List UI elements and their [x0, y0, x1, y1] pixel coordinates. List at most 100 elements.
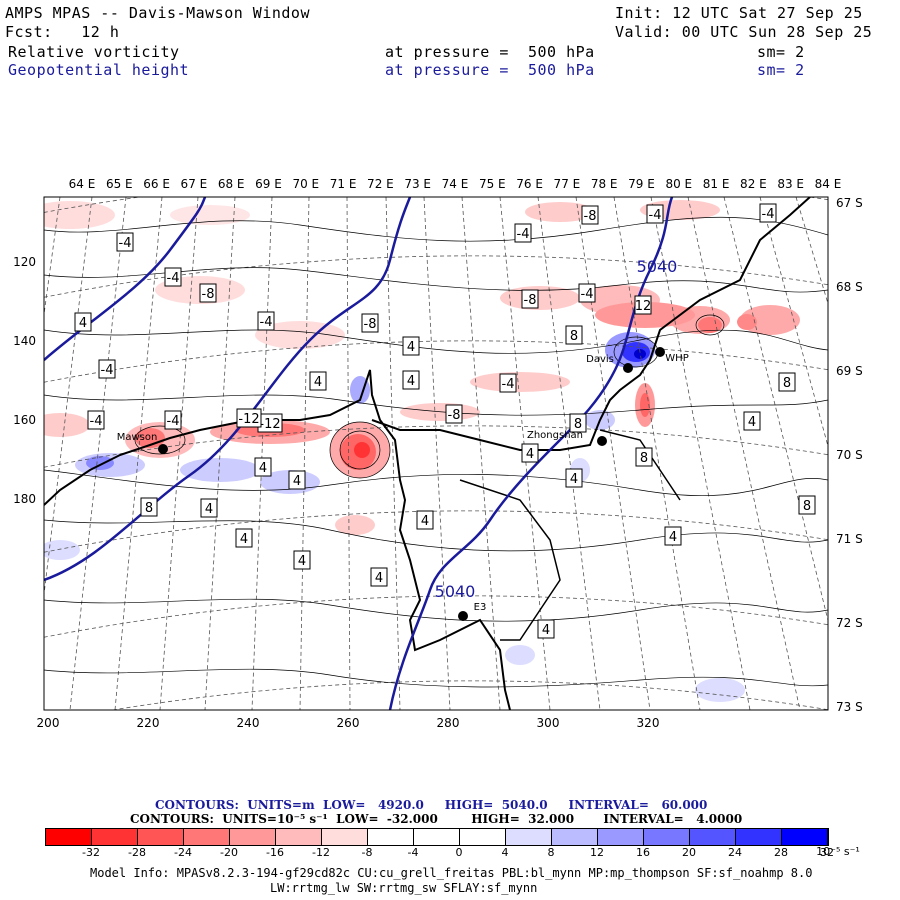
longitude-label: 76 E	[516, 177, 543, 191]
svg-text:4: 4	[407, 374, 415, 389]
vorticity-contour-label: 4	[74, 312, 92, 332]
svg-text:-4: -4	[101, 363, 114, 378]
vorticity-contour-label: 4	[664, 526, 682, 546]
vorticity-contour-label: 8	[569, 413, 587, 433]
colorbar-tick-label: 24	[728, 846, 742, 859]
field2-level: at pressure = 500 hPa	[385, 61, 595, 79]
vorticity-contour-label: 4	[288, 470, 306, 490]
y-tick-label: 180	[13, 492, 36, 506]
station-whp: WHP	[665, 353, 689, 364]
svg-text:-4: -4	[90, 414, 103, 429]
colorbar-cell	[736, 829, 782, 845]
map-frame	[43, 196, 829, 711]
y-tick-label: 140	[13, 334, 36, 348]
colorbar-tick-label: 32	[820, 846, 834, 859]
field1-sm: sm= 2	[757, 43, 805, 61]
valid-time: Valid: 00 UTC Sun 28 Sep 25	[615, 23, 873, 41]
svg-text:-12: -12	[259, 417, 280, 432]
x-tick-label: 200	[37, 716, 60, 730]
svg-text:4: 4	[314, 375, 322, 390]
forecast-hour: Fcst: 12 h	[5, 23, 120, 41]
vorticity-contour-label: -8	[581, 205, 599, 225]
colorbar-tick-label: -24	[174, 846, 192, 859]
vorticity-contour-label: -8	[361, 313, 379, 333]
x-tick-label: 260	[337, 716, 360, 730]
longitude-label: 65 E	[105, 177, 133, 191]
colorbar-cell	[46, 829, 92, 845]
svg-text:-4: -4	[581, 287, 594, 302]
contour-info-height: CONTOURS: UNITS=m LOW= 4920.0 HIGH= 5040…	[155, 798, 708, 812]
vorticity-contour-label: -4	[98, 359, 116, 379]
longitude-label: 78 E	[590, 177, 618, 191]
y-tick-label: 120	[13, 255, 36, 269]
vorticity-contour-label: 4	[521, 443, 539, 463]
svg-text:-4: -4	[167, 271, 180, 286]
vorticity-contour-label: -12	[257, 413, 283, 433]
svg-text:-8: -8	[448, 408, 461, 423]
colorbar-cell	[184, 829, 230, 845]
colorbar-cell	[138, 829, 184, 845]
axis-ticks: 120 140 160 180 200 220 240 260 280 300 320	[13, 255, 659, 730]
vorticity-contour-label: 4	[402, 336, 420, 356]
svg-text:4: 4	[375, 571, 383, 586]
svg-text:8: 8	[570, 329, 578, 344]
svg-text:8: 8	[574, 417, 582, 432]
coastline	[44, 197, 811, 710]
svg-text:-8: -8	[584, 209, 597, 224]
latitude-label: 69 S	[836, 364, 863, 378]
station-markers	[158, 347, 665, 621]
longitude-label: 74 E	[441, 177, 469, 191]
svg-text:4: 4	[542, 623, 550, 638]
station-e3: E3	[473, 602, 487, 613]
vorticity-contour-label: -8	[521, 289, 539, 309]
field2-name: Geopotential height	[8, 61, 190, 79]
vorticity-labels: -4 -4 -8 -4 -8 -8 -4 -4 -8 -4 -4 -12 12 -8 -12 4 4 4 4 8 8 4 4…	[74, 203, 816, 639]
colorbar-cell	[414, 829, 460, 845]
longitude-label: 79 E	[628, 177, 655, 191]
svg-text:4: 4	[298, 554, 306, 569]
colorbar-cell	[276, 829, 322, 845]
vorticity-contour-label: 4	[743, 411, 761, 431]
colorbar-tick-label: -16	[266, 846, 284, 859]
vorticity-contour-label: -8	[445, 404, 463, 424]
field2-sm: sm= 2	[757, 61, 805, 79]
latitude-label: 68 S	[836, 280, 863, 294]
svg-text:8: 8	[803, 499, 811, 514]
colorbar-cell	[368, 829, 414, 845]
svg-text:-8: -8	[202, 287, 215, 302]
colorbar-cell	[552, 829, 598, 845]
longitude-label: 72 E	[367, 177, 394, 191]
x-tick-label: 320	[637, 716, 660, 730]
field1-level: at pressure = 500 hPa	[385, 43, 595, 61]
latitude-label: 73 S	[836, 700, 863, 714]
longitude-label: 64 E	[68, 177, 96, 191]
vorticity-contour-label: -12	[236, 408, 262, 428]
longitude-label: 66 E	[143, 177, 170, 191]
svg-text:4: 4	[526, 447, 534, 462]
svg-text:-4: -4	[762, 207, 775, 222]
vorticity-contour-label: 8	[565, 325, 583, 345]
svg-text:-4: -4	[517, 227, 530, 242]
svg-text:-4: -4	[260, 315, 273, 330]
vorticity-contour-label: 4	[235, 528, 253, 548]
colorbar-tick-label: 16	[636, 846, 650, 859]
map-area	[44, 197, 828, 710]
colorbar-tick-label: -4	[407, 846, 419, 859]
vorticity-contour-label: 4	[293, 550, 311, 570]
vorticity-contour-label: -4	[759, 203, 777, 223]
vorticity-contour-label: -4	[578, 283, 596, 303]
colorbar-cell	[92, 829, 138, 845]
colorbar-tick-label: 8	[547, 846, 555, 859]
vorticity-contour-label: -4	[514, 223, 532, 243]
longitude-label: 77 E	[553, 177, 581, 191]
longitude-label: 70 E	[292, 177, 320, 191]
svg-text:4: 4	[240, 532, 248, 547]
colorbar-cell	[506, 829, 552, 845]
x-tick-label: 300	[537, 716, 560, 730]
colorbar-tick-label: -8	[361, 846, 373, 859]
svg-text:12: 12	[635, 299, 652, 314]
height-label-2: 5040	[434, 582, 476, 601]
vorticity-contour-label: 8	[798, 495, 816, 515]
colorbar-cell	[230, 829, 276, 845]
colorbar-cell	[322, 829, 368, 845]
